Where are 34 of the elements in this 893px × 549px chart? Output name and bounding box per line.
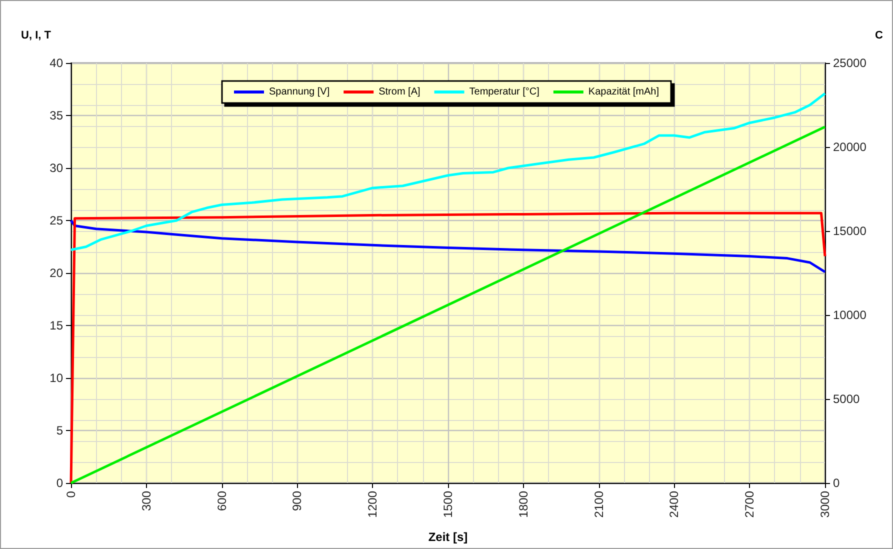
x-tick-label: 1800 [516, 490, 530, 518]
y-tick-label: 0 [56, 476, 64, 490]
y-tick-label: 5 [56, 424, 64, 438]
x-tick-label: 900 [290, 490, 304, 512]
line-series [70, 219, 826, 274]
y-tick-label: 40 [50, 56, 64, 70]
legend-label: Kapazität [mAh] [588, 86, 660, 98]
legend-label: Temperatur [°C] [469, 86, 540, 98]
y-tick-label: 10 [50, 371, 64, 385]
y-tick-label: 20 [50, 266, 64, 280]
x-tick-label: 600 [214, 490, 229, 512]
y-tick-label: 30 [50, 161, 64, 175]
x-tick-label: 0 [64, 490, 78, 498]
x-tick-label: 1500 [441, 490, 455, 518]
y2-tick-label: 5000 [833, 392, 860, 406]
y-axis-title: U, I, T [21, 30, 52, 42]
y2-axis-title: C [875, 30, 883, 42]
x-tick-label: 1200 [366, 490, 380, 518]
x-tick-label: 2400 [667, 490, 682, 518]
legend-label: Spannung [V] [269, 86, 330, 98]
legend-label: Strom [A] [378, 86, 420, 98]
x-tick-label: 2100 [592, 490, 606, 518]
y2-tick-label: 25000 [833, 56, 867, 70]
y2-tick-label: 15000 [833, 224, 867, 238]
y2-tick-label: 0 [833, 476, 840, 490]
x-axis-title: Zeit [s] [428, 530, 468, 544]
y2-tick-label: 20000 [833, 140, 867, 154]
x-tick-label: 300 [139, 490, 154, 512]
y2-tick-label: 10000 [833, 308, 867, 322]
y-tick-label: 35 [50, 108, 64, 122]
x-tick-label: 3000 [818, 490, 832, 518]
y-tick-label: 25 [50, 214, 64, 228]
y-tick-label: 15 [50, 318, 64, 332]
x-tick-label: 2700 [742, 490, 757, 518]
